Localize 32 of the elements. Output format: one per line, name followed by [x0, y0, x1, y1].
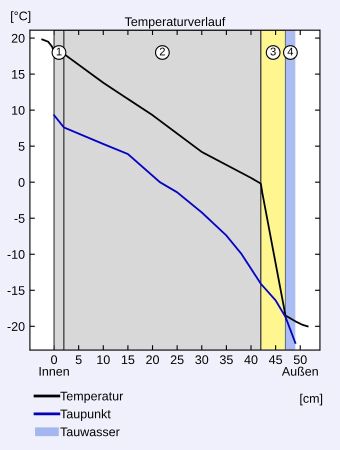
legend-label: Temperatur	[60, 392, 124, 403]
x-tick-label: 40	[244, 355, 258, 364]
y-tick-label: -10	[8, 250, 25, 259]
x-tick-label: 0 Innen	[40, 355, 69, 376]
x-tick-label: 35	[220, 355, 233, 364]
band-label: 3	[270, 48, 276, 56]
y-tick-label: 0	[18, 178, 25, 187]
y-tick-label: -20	[8, 322, 25, 331]
x-tick-label: 15	[122, 355, 134, 364]
y-tick-label: 15	[12, 70, 25, 79]
x-tick-label: 30	[195, 355, 208, 364]
x-tick-label: 50 Außen	[282, 355, 318, 376]
line-series	[41, 38, 309, 328]
band-label: 1	[56, 48, 62, 56]
line-series	[53, 114, 296, 344]
y-tick-label: -5	[14, 214, 25, 223]
chart-title: Temperaturverlauf	[124, 16, 226, 29]
y-tick-label: 10	[12, 106, 25, 115]
y-tick-label: 20	[12, 34, 25, 43]
legend-label: Tauwasser	[60, 428, 120, 436]
x-tick-label: 10	[97, 355, 110, 364]
x-axis-title: [cm]	[300, 394, 322, 406]
x-tick-label: 5	[76, 355, 82, 364]
y-tick-label: 5	[18, 142, 25, 151]
band-label: 2	[160, 48, 165, 56]
x-tick-label: 20	[146, 355, 159, 364]
y-tick-label: -15	[8, 286, 25, 295]
x-tick-label: 45	[268, 355, 282, 364]
y-axis-title: [°C]	[11, 11, 30, 23]
x-tick-label: 25	[170, 355, 184, 364]
legend-label: Taupunkt	[60, 409, 111, 421]
annotation: 4	[288, 48, 294, 56]
